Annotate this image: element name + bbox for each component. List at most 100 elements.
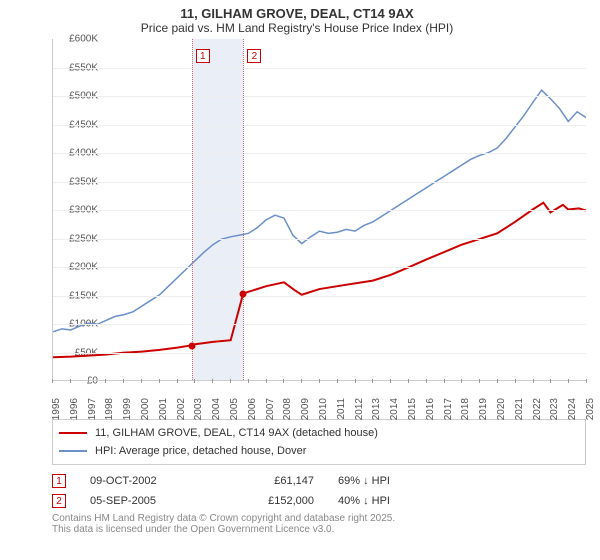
x-tick — [266, 379, 267, 383]
x-tick — [177, 379, 178, 383]
x-tick — [248, 379, 249, 383]
sale-date: 09-OCT-2002 — [90, 475, 210, 487]
x-axis-label: 2024 — [567, 398, 578, 420]
x-axis-label: 2025 — [585, 398, 596, 420]
attribution-line1: Contains HM Land Registry data © Crown c… — [52, 513, 586, 524]
x-axis-label: 2020 — [496, 398, 507, 420]
callout-marker: 1 — [196, 49, 210, 63]
gridline — [53, 239, 586, 240]
x-tick — [390, 379, 391, 383]
x-axis-label: 2001 — [158, 398, 169, 420]
chart-title-line1: 11, GILHAM GROVE, DEAL, CT14 9AX — [4, 6, 590, 21]
gridline — [53, 125, 586, 126]
x-axis-label: 2006 — [247, 398, 258, 420]
x-tick — [461, 379, 462, 383]
x-tick — [159, 379, 160, 383]
x-axis-label: 2014 — [389, 398, 400, 420]
sale-callout: 2 — [52, 494, 66, 508]
x-axis-label: 2021 — [514, 398, 525, 420]
gridline — [53, 210, 586, 211]
x-axis-label: 1995 — [51, 398, 62, 420]
sale-price: £61,147 — [234, 475, 314, 487]
x-tick — [479, 379, 480, 383]
x-axis-label: 2017 — [443, 398, 454, 420]
x-tick — [88, 379, 89, 383]
x-axis-label: 2009 — [300, 398, 311, 420]
x-axis-label: 2002 — [176, 398, 187, 420]
x-axis-label: 1996 — [69, 398, 80, 420]
x-axis-label: 2005 — [229, 398, 240, 420]
gridline — [53, 153, 586, 154]
attribution-line2: This data is licensed under the Open Gov… — [52, 524, 586, 535]
x-axis-label: 2012 — [354, 398, 365, 420]
x-tick — [283, 379, 284, 383]
x-axis-label: 2023 — [549, 398, 560, 420]
x-tick — [586, 379, 587, 383]
x-axis-label: 2022 — [532, 398, 543, 420]
x-axis-label: 2010 — [318, 398, 329, 420]
x-axis-label: 2019 — [478, 398, 489, 420]
x-axis-label: 2003 — [193, 398, 204, 420]
plot-region: 12 — [52, 39, 586, 381]
attribution: Contains HM Land Registry data © Crown c… — [52, 513, 586, 535]
x-axis-label: 2015 — [407, 398, 418, 420]
gridline — [53, 324, 586, 325]
x-tick — [426, 379, 427, 383]
gridline — [53, 267, 586, 268]
x-tick — [52, 379, 53, 383]
x-axis-label: 2011 — [336, 398, 347, 420]
x-axis-label: 2004 — [211, 398, 222, 420]
x-tick — [550, 379, 551, 383]
x-axis-label: 1997 — [87, 398, 98, 420]
gridline — [53, 182, 586, 183]
sale-date: 05-SEP-2005 — [90, 495, 210, 507]
x-tick — [497, 379, 498, 383]
x-axis-label: 1998 — [104, 398, 115, 420]
gridline — [53, 296, 586, 297]
gridline — [53, 353, 586, 354]
x-tick — [355, 379, 356, 383]
x-axis-label: 2008 — [282, 398, 293, 420]
legend-row: 11, GILHAM GROVE, DEAL, CT14 9AX (detach… — [59, 424, 579, 442]
sale-point — [188, 343, 195, 350]
sale-diff: 69% ↓ HPI — [338, 475, 438, 487]
legend-swatch — [59, 450, 87, 452]
legend-swatch — [59, 432, 87, 434]
x-tick — [70, 379, 71, 383]
legend-box: 11, GILHAM GROVE, DEAL, CT14 9AX (detach… — [52, 419, 586, 465]
legend-label: HPI: Average price, detached house, Dove… — [95, 445, 306, 457]
x-tick — [141, 379, 142, 383]
sale-diff: 40% ↓ HPI — [338, 495, 438, 507]
x-tick — [568, 379, 569, 383]
sales-table: 1 09-OCT-2002 £61,147 69% ↓ HPI 2 05-SEP-2005… — [52, 471, 586, 511]
x-axis-label: 2000 — [140, 398, 151, 420]
sale-price: £152,000 — [234, 495, 314, 507]
x-tick — [123, 379, 124, 383]
marker-line — [243, 39, 244, 380]
marker-line — [192, 39, 193, 380]
x-tick — [105, 379, 106, 383]
legend-row: HPI: Average price, detached house, Dove… — [59, 442, 579, 460]
callout-marker: 2 — [247, 49, 261, 63]
x-tick — [230, 379, 231, 383]
chart-area: £0£50K£100K£150K£200K£250K£300K£350K£400… — [52, 39, 586, 409]
x-axis-label: 1999 — [122, 398, 133, 420]
x-tick — [533, 379, 534, 383]
x-tick — [515, 379, 516, 383]
x-tick — [212, 379, 213, 383]
x-axis-label: 2018 — [460, 398, 471, 420]
gridline — [53, 68, 586, 69]
x-tick — [372, 379, 373, 383]
x-tick — [301, 379, 302, 383]
sale-row: 2 05-SEP-2005 £152,000 40% ↓ HPI — [52, 491, 586, 511]
legend-label: 11, GILHAM GROVE, DEAL, CT14 9AX (detach… — [95, 427, 378, 439]
x-axis-label: 2013 — [371, 398, 382, 420]
gridline — [53, 96, 586, 97]
x-tick — [408, 379, 409, 383]
x-axis-label: 2007 — [265, 398, 276, 420]
sale-row: 1 09-OCT-2002 £61,147 69% ↓ HPI — [52, 471, 586, 491]
x-tick — [444, 379, 445, 383]
x-tick — [337, 379, 338, 383]
sale-callout: 1 — [52, 474, 66, 488]
sale-point — [240, 291, 247, 298]
